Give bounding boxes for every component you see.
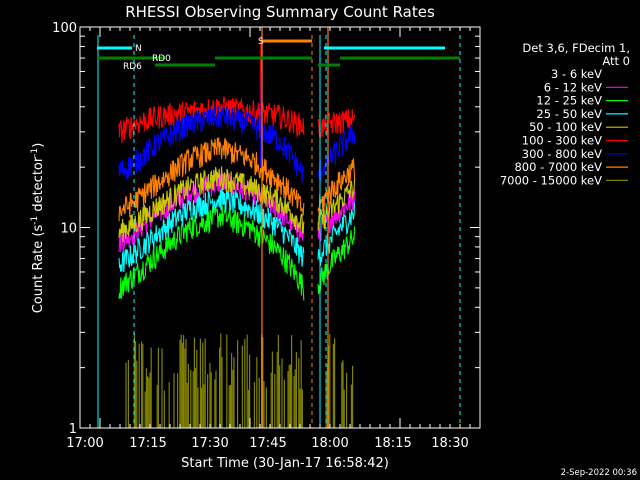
series-line	[118, 96, 305, 143]
series-line	[317, 158, 356, 215]
x-tick-label: 17:45	[249, 436, 286, 451]
saa-flag-label: S	[258, 37, 264, 47]
x-tick-label: 18:30	[431, 436, 468, 451]
x-tick-label: 17:00	[66, 436, 103, 451]
series-line	[317, 226, 356, 295]
legend-label: 12 - 25 keV	[536, 94, 602, 108]
y-tick-label: 100	[52, 21, 77, 36]
y-tick-label: 10	[60, 222, 77, 237]
x-axis-label: Start Time (30-Jan-17 16:58:42)	[181, 456, 389, 471]
series-line	[118, 173, 305, 253]
series-7	[118, 137, 356, 222]
series-4	[118, 166, 356, 243]
series-line	[118, 187, 305, 273]
series-line	[118, 115, 305, 198]
rd0-flag-label: RD0	[152, 54, 171, 64]
plot-area: N S RD0 RD6 1 10 100 17:00 17:15 17:30 17:45 18:00 1…	[52, 21, 481, 451]
legend-label: 7000 - 15000 keV	[500, 173, 602, 187]
legend-label: 300 - 800 keV	[522, 147, 602, 161]
legend-label: 50 - 100 keV	[529, 120, 602, 134]
series-line	[317, 202, 356, 266]
series-0	[118, 115, 356, 201]
x-tick-label: 18:15	[374, 436, 411, 451]
y-tick-label: 1	[69, 422, 77, 437]
series-line	[317, 108, 356, 139]
x-tick-label: 18:00	[311, 436, 348, 451]
y-axis-label: Count Rate (s-1 detector-1)	[30, 143, 46, 314]
legend-label: 3 - 6 keV	[551, 67, 602, 81]
legend-label: 800 - 7000 keV	[514, 160, 602, 174]
x-tick-label: 17:15	[129, 436, 166, 451]
legend-header-line-2: Att 0	[602, 54, 630, 68]
series-line	[118, 166, 305, 243]
series-8	[125, 333, 354, 428]
legend-label: 6 - 12 keV	[544, 80, 602, 94]
series-line	[317, 139, 356, 201]
legend-label: 25 - 50 keV	[536, 107, 602, 121]
series-5	[118, 96, 356, 143]
x-tick-label: 17:30	[191, 436, 228, 451]
series-line	[118, 105, 305, 184]
series-line	[118, 205, 305, 301]
night-flag-label: N	[135, 44, 142, 54]
rd6-flag-label: RD6	[123, 62, 142, 72]
legend-label: 100 - 300 keV	[522, 134, 602, 148]
series-line	[317, 177, 356, 231]
series-line	[317, 124, 356, 182]
chart-title: RHESSI Observing Summary Count Rates	[125, 3, 435, 21]
series-3	[118, 187, 356, 273]
series-6	[118, 105, 356, 184]
legend-header-line-1: Det 3,6, FDecim 1,	[522, 41, 630, 55]
date-stamp: 2-Sep-2022 00:36	[561, 468, 637, 478]
series-line	[118, 137, 305, 222]
series-2	[118, 205, 356, 301]
